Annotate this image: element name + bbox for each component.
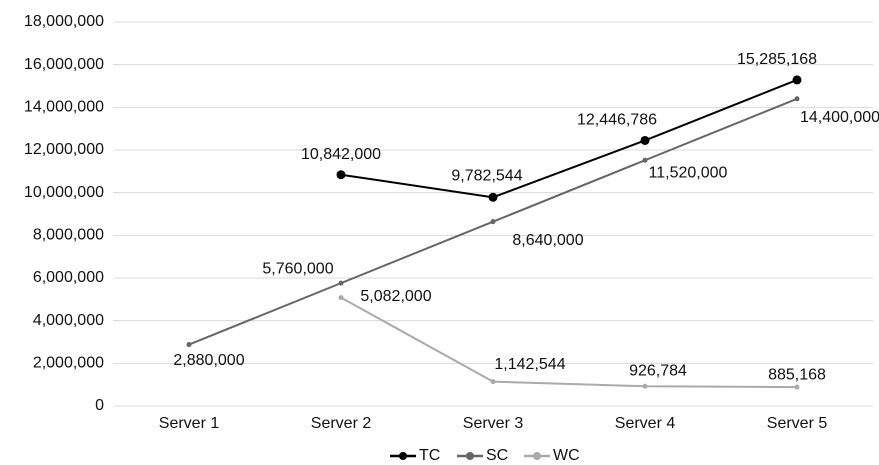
legend-label: SC — [486, 447, 508, 464]
y-tick-label: 0 — [95, 397, 104, 414]
data-label: 11,520,000 — [649, 164, 728, 181]
y-tick-label: 16,000,000 — [24, 56, 104, 73]
x-tick-label: Server 4 — [615, 415, 676, 432]
data-label: 9,782,544 — [451, 168, 522, 185]
data-label: 12,446,786 — [577, 112, 657, 129]
point — [488, 192, 498, 202]
data-label: 14,400,000 — [800, 109, 879, 126]
y-tick-label: 2,000,000 — [33, 355, 104, 372]
point — [338, 295, 344, 301]
x-tick-label: Server 2 — [311, 415, 372, 432]
x-tick-label: Server 5 — [767, 415, 828, 432]
point — [794, 384, 800, 390]
data-label: 5,082,000 — [360, 288, 431, 305]
data-label: 15,285,168 — [737, 51, 817, 68]
series-line — [340, 296, 798, 389]
x-tick-label: Server 3 — [463, 415, 524, 432]
point — [336, 170, 346, 180]
x-tick-label: Server 1 — [159, 415, 220, 432]
y-tick-label: 6,000,000 — [33, 269, 104, 286]
y-tick-label: 4,000,000 — [33, 312, 104, 329]
point — [490, 219, 496, 225]
y-tick-label: 14,000,000 — [24, 99, 104, 116]
y-tick-label: 8,000,000 — [33, 227, 104, 244]
point — [792, 75, 802, 85]
point — [490, 379, 496, 385]
data-label: 10,842,000 — [301, 146, 381, 163]
point — [642, 383, 648, 389]
legend-label: WC — [553, 447, 580, 464]
legend-marker — [466, 452, 474, 460]
point — [338, 280, 344, 286]
y-tick-label: 18,000,000 — [24, 13, 104, 30]
y-tick-label: 12,000,000 — [24, 141, 104, 158]
point — [186, 342, 192, 348]
legend-marker — [533, 452, 541, 460]
data-label: 5,760,000 — [262, 260, 333, 277]
point — [794, 96, 800, 102]
data-label: 8,640,000 — [512, 232, 583, 249]
data-label: 2,880,000 — [173, 352, 244, 369]
y-tick-label: 10,000,000 — [24, 184, 104, 201]
legend-marker — [399, 452, 407, 460]
point — [642, 157, 648, 163]
series-line — [340, 78, 798, 199]
point — [640, 135, 650, 145]
data-label: 885,168 — [768, 366, 826, 383]
data-label: 926,784 — [629, 362, 687, 379]
data-label: 1,142,544 — [494, 356, 565, 373]
legend-label: TC — [419, 447, 440, 464]
